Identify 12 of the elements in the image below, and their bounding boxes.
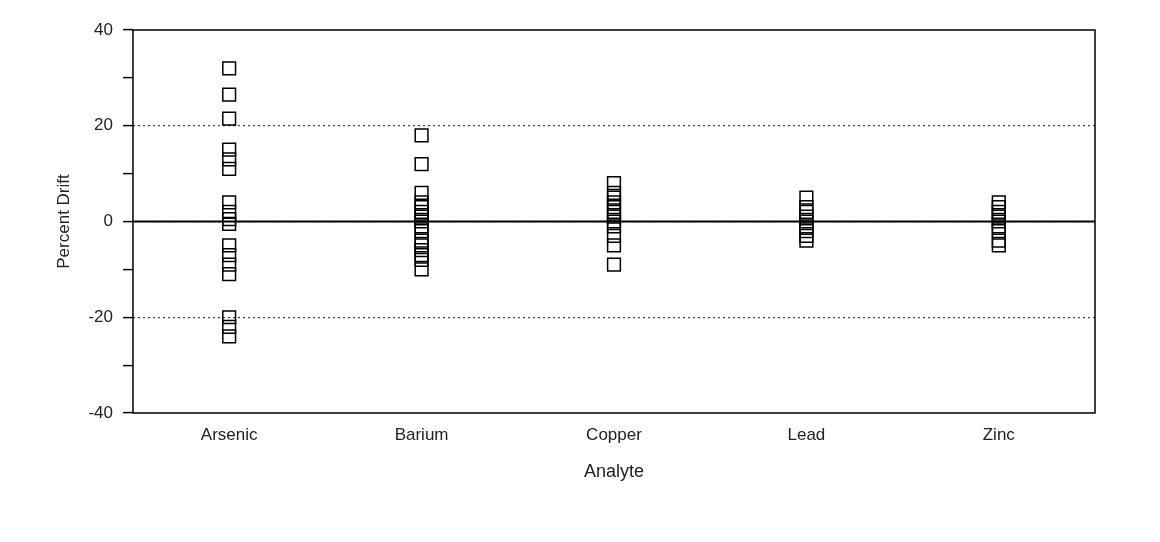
x-axis-title: Analyte xyxy=(583,461,645,482)
y-tick-label: 40 xyxy=(94,19,113,39)
y-tick-label: -20 xyxy=(88,306,113,326)
y-tick-label: -40 xyxy=(88,402,113,422)
x-tick-label: Barium xyxy=(394,424,449,444)
x-tick-label: Zinc xyxy=(982,424,1016,444)
y-axis-title: Percent Drift xyxy=(53,173,73,269)
y-tick-label: 20 xyxy=(94,115,113,135)
x-tick-label: Lead xyxy=(787,424,826,444)
y-tick-label: 0 xyxy=(103,211,113,231)
x-tick-label: Arsenic xyxy=(200,424,259,444)
x-tick-label: Copper xyxy=(586,424,643,444)
